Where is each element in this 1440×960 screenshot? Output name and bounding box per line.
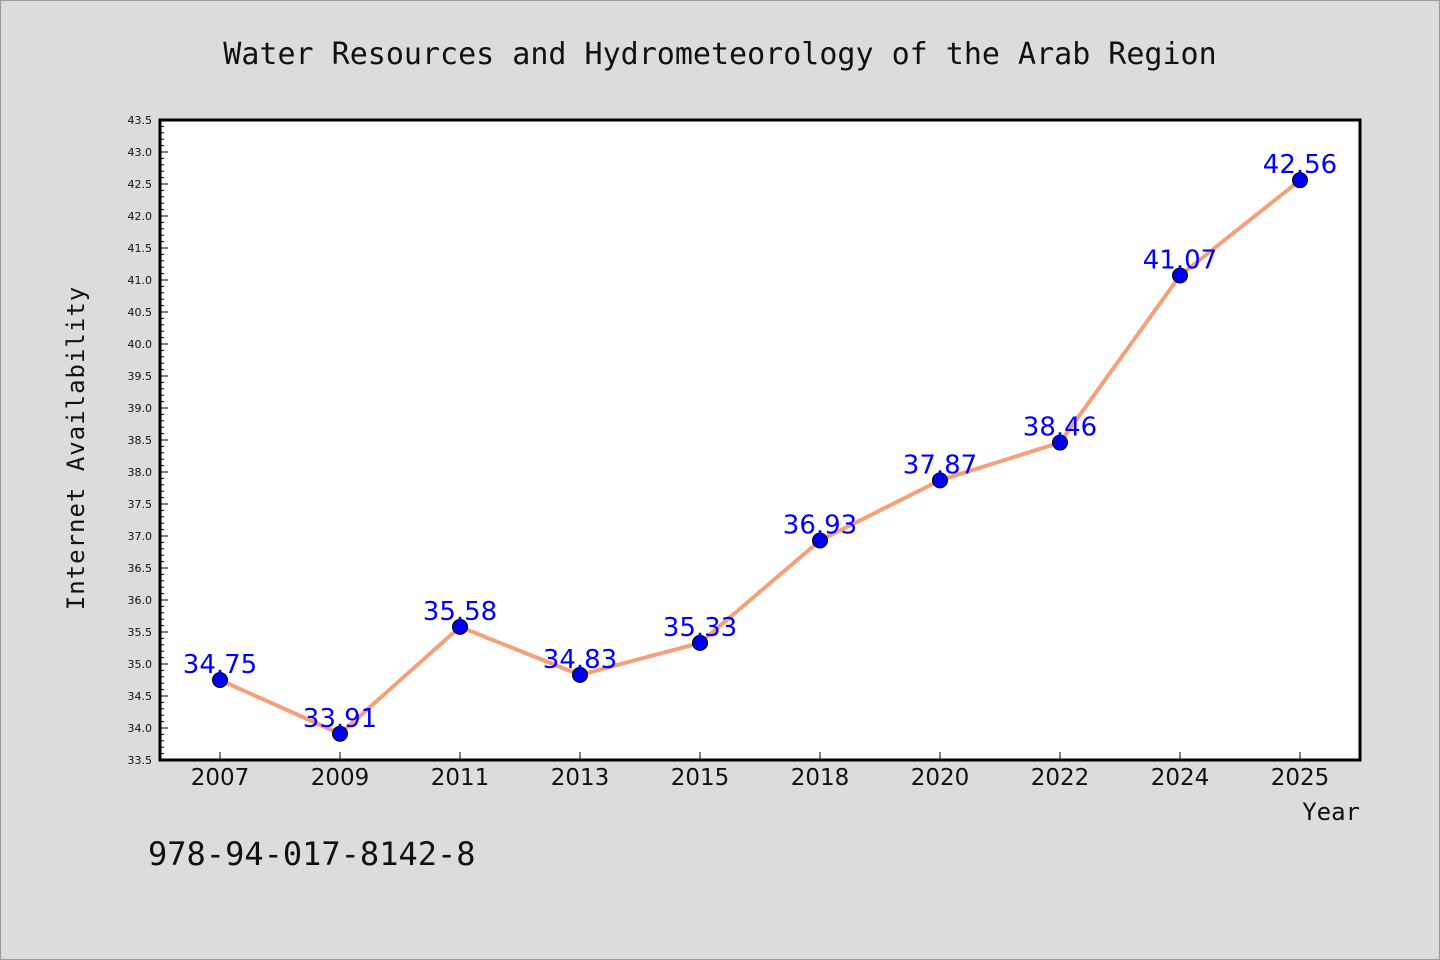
- y-tick-label: 37.5: [128, 498, 153, 511]
- isbn-text: 978-94-017-8142-8: [148, 835, 476, 873]
- y-axis-label: Internet Availability: [62, 286, 90, 610]
- markers-group: [212, 172, 1308, 742]
- y-tick-label: 41.0: [128, 274, 153, 287]
- x-tick-label: 2022: [1031, 765, 1090, 791]
- y-tick-label: 40.5: [128, 306, 153, 319]
- plot-border: [158, 118, 1362, 762]
- y-tick-label: 43.0: [128, 146, 153, 159]
- x-tick-label: 2025: [1271, 765, 1330, 791]
- x-tick-label: 2013: [551, 765, 610, 791]
- data-label: 37.87: [903, 450, 977, 480]
- y-axis: 33.5 34.0 34.5 35.0 35.5 36.0 36.5 37.0 37.5 38.0…: [128, 114, 168, 767]
- x-tick-label: 2007: [191, 765, 250, 791]
- y-tick-label: 35.5: [128, 626, 153, 639]
- data-label: 35.33: [663, 613, 737, 643]
- y-tick-label: 35.0: [128, 658, 153, 671]
- x-tick-label: 2020: [911, 765, 970, 791]
- x-axis: 2007 2009 2011 2013 2015 2018 2020 2022 2024 2025: [191, 752, 1330, 791]
- data-point-marker: [932, 472, 948, 489]
- x-axis-label: Year: [1302, 798, 1360, 826]
- series-line: [218, 178, 1302, 736]
- y-tick-label: 39.5: [128, 370, 153, 383]
- data-label: 35.58: [423, 597, 497, 627]
- series-line-group: [218, 178, 1302, 736]
- y-tick-label: 33.5: [128, 754, 153, 767]
- data-point-marker: [1172, 267, 1188, 284]
- y-tick-label: 36.5: [128, 562, 153, 575]
- y-tick-label: 43.5: [128, 114, 153, 127]
- y-tick-label: 38.0: [128, 466, 153, 479]
- y-tick-label: 40.0: [128, 338, 153, 351]
- data-point-marker: [812, 532, 828, 549]
- data-point-marker: [692, 634, 708, 651]
- y-tick-label: 34.5: [128, 690, 153, 703]
- chart-title: Water Resources and Hydrometeorology of …: [223, 37, 1216, 72]
- y-tick-label: 37.0: [128, 530, 153, 543]
- x-tick-label: 2015: [671, 765, 730, 791]
- x-tick-label: 2018: [791, 765, 850, 791]
- x-tick-label: 2011: [431, 765, 490, 791]
- data-label: 38.46: [1023, 413, 1097, 443]
- y-tick-label: 42.0: [128, 210, 153, 223]
- data-label: 36.93: [783, 510, 857, 540]
- plot-area: [160, 120, 1360, 760]
- y-tick-label: 39.0: [128, 402, 153, 415]
- data-point-marker: [212, 672, 228, 688]
- data-point-marker: [1052, 434, 1068, 451]
- y-tick-label: 36.0: [128, 594, 153, 607]
- y-tick-label: 42.5: [128, 178, 153, 191]
- data-label: 42.56: [1263, 150, 1337, 180]
- y-tick-label: 34.0: [128, 722, 153, 735]
- data-point-marker: [1292, 172, 1308, 189]
- x-tick-label: 2024: [1151, 765, 1210, 791]
- data-point-marker: [572, 666, 588, 683]
- data-label: 33.91: [303, 704, 377, 734]
- x-tick-label: 2009: [311, 765, 370, 791]
- data-label: 34.75: [183, 650, 257, 680]
- data-point-marker: [332, 725, 348, 742]
- data-label: 41.07: [1143, 246, 1217, 276]
- y-tick-label: 38.5: [128, 434, 153, 447]
- data-label: 34.83: [543, 645, 617, 675]
- data-point-marker: [452, 618, 468, 635]
- data-labels-group: 34.75 33.91 35.58 34.83 35.33 36.93 37.87 38.46…: [183, 150, 1337, 734]
- y-tick-label: 41.5: [128, 242, 153, 255]
